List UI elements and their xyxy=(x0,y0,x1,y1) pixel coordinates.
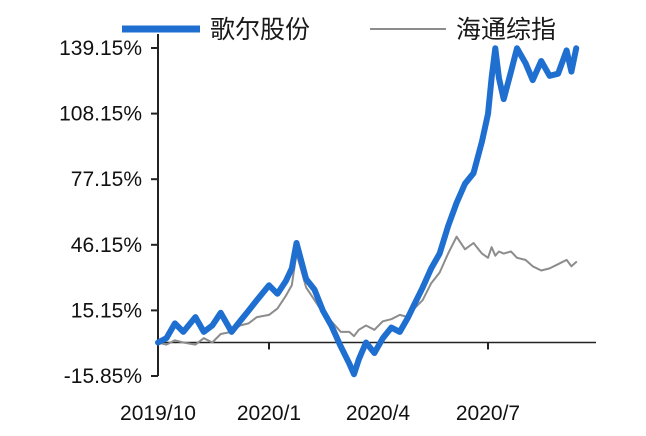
y-tick-label: 46.15% xyxy=(71,234,142,257)
series-line-1 xyxy=(157,235,578,346)
x-tick-label: 2019/10 xyxy=(120,402,196,425)
axes: 139.15% 108.15% 77.15% 46.15% 15.15% -15.85% 2… xyxy=(59,34,596,425)
legend: 歌尔股份 海通综指 xyxy=(122,15,556,44)
series-layer xyxy=(155,45,580,378)
series-line-0 xyxy=(155,45,580,378)
y-tick-label: 139.15% xyxy=(59,37,142,60)
y-tick-label: 77.15% xyxy=(71,168,142,191)
y-tick-label: 108.15% xyxy=(59,103,142,126)
x-tick-label: 2020/1 xyxy=(237,402,301,425)
y-tick-label: 15.15% xyxy=(71,299,142,322)
x-tick-label: 2020/4 xyxy=(346,402,411,425)
legend-label-0: 歌尔股份 xyxy=(210,15,310,44)
y-tick-label: -15.85% xyxy=(64,365,142,388)
legend-label-1: 海通综指 xyxy=(456,15,556,44)
x-tick-label: 2020/7 xyxy=(456,402,520,425)
